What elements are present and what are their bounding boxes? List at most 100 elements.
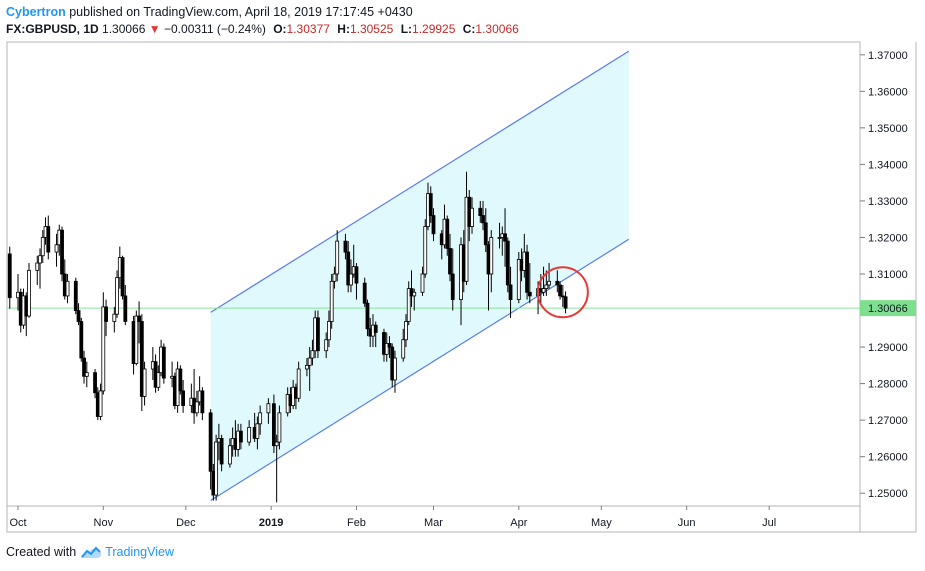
candle <box>139 314 144 412</box>
candle <box>448 233 452 282</box>
candle <box>258 405 263 435</box>
candle <box>84 361 89 388</box>
candle <box>137 301 141 344</box>
candle-body <box>101 306 106 392</box>
candle-body <box>123 295 128 322</box>
candle-body <box>448 248 452 275</box>
candle-body <box>503 233 507 242</box>
candle <box>305 358 309 377</box>
candle-body <box>324 339 329 352</box>
candle <box>214 434 219 501</box>
candle-body <box>327 321 331 341</box>
candle-body <box>464 196 469 282</box>
candle <box>483 208 488 253</box>
channel-fill <box>210 51 629 501</box>
candle <box>208 409 213 490</box>
candle-body <box>332 273 337 282</box>
current-price-label: 1.30066 <box>868 303 908 315</box>
candle <box>489 230 494 293</box>
candle-body <box>362 282 367 304</box>
tradingview-brand-link[interactable]: TradingView <box>105 545 174 559</box>
candle-body <box>208 412 213 472</box>
y-tick-label: 1.35000 <box>868 123 908 135</box>
candle <box>497 222 502 249</box>
candle-body <box>76 310 81 322</box>
candle-body <box>420 273 425 293</box>
candle-body <box>428 193 433 216</box>
low-label: L: <box>400 22 413 36</box>
x-tick-label: Mar <box>424 517 443 529</box>
candle <box>527 263 532 304</box>
candle-body <box>445 218 450 249</box>
candle-body <box>555 280 560 286</box>
candle <box>60 226 64 282</box>
candle <box>76 303 81 326</box>
candle <box>346 241 351 293</box>
candle <box>101 292 106 395</box>
footer: Created with TradingView <box>6 545 174 559</box>
candle <box>219 434 224 472</box>
candle-body <box>79 321 84 359</box>
x-tick-label: Dec <box>176 517 196 529</box>
candle-body <box>310 350 315 359</box>
y-tick-label: 1.29000 <box>868 342 908 354</box>
publish-line: Cybertron published on TradingView.com, … <box>6 4 906 21</box>
candle <box>54 233 59 267</box>
candle <box>123 284 128 326</box>
candle <box>161 343 166 384</box>
candle <box>404 314 408 348</box>
candle-body <box>481 215 485 224</box>
candle-body <box>219 438 224 465</box>
candle-body <box>46 226 51 253</box>
y-tick-label: 1.33000 <box>868 196 908 208</box>
candle-body <box>247 427 252 443</box>
candle-body <box>516 258 521 300</box>
author-link[interactable]: Cybertron <box>6 5 66 19</box>
candle <box>274 434 279 503</box>
candle <box>316 310 320 359</box>
candle-body <box>343 240 348 253</box>
candle <box>46 215 51 260</box>
candle <box>192 368 197 424</box>
symbol-legend: FX:GBPUSD, 1D 1.30066 ▼ −0.00311 (−0.24%… <box>6 21 906 38</box>
tradingview-cloud-icon <box>81 546 102 558</box>
candle-body <box>277 412 282 443</box>
candle-body <box>346 251 351 286</box>
candle <box>349 259 353 293</box>
candle <box>547 263 551 289</box>
candle <box>266 398 271 424</box>
open-label: O: <box>273 22 287 36</box>
candle <box>327 310 331 348</box>
candle-body <box>120 257 125 297</box>
candle-body <box>329 280 334 322</box>
x-tick-label: Jun <box>678 517 696 529</box>
candle-body <box>401 339 406 359</box>
candle <box>227 438 232 468</box>
candle <box>178 365 183 395</box>
candle-body <box>258 412 263 425</box>
candle <box>508 266 513 318</box>
candle <box>156 365 161 391</box>
candle-body <box>161 346 166 379</box>
created-with-text: Created with <box>6 545 77 559</box>
high-value: 1.30525 <box>349 22 394 36</box>
candle <box>481 200 485 231</box>
candle <box>79 317 84 362</box>
candle-body <box>134 315 139 364</box>
candle <box>247 420 252 446</box>
candle-body <box>505 240 510 286</box>
candle-body <box>142 368 147 397</box>
candle-body <box>54 244 59 253</box>
candle-body <box>35 262 40 271</box>
y-tick-label: 1.31000 <box>868 269 908 281</box>
candle <box>181 379 186 413</box>
candle-body <box>393 357 397 381</box>
y-tick-label: 1.37000 <box>868 50 908 62</box>
candle-body <box>255 423 260 439</box>
candle-body <box>489 237 494 275</box>
candle <box>431 208 436 242</box>
candle <box>115 270 119 318</box>
candle <box>470 197 474 234</box>
price-chart[interactable]: 1.25000 1.26000 1.27000 1.28000 1.29000 1.300… <box>0 0 925 540</box>
candle <box>406 281 411 326</box>
